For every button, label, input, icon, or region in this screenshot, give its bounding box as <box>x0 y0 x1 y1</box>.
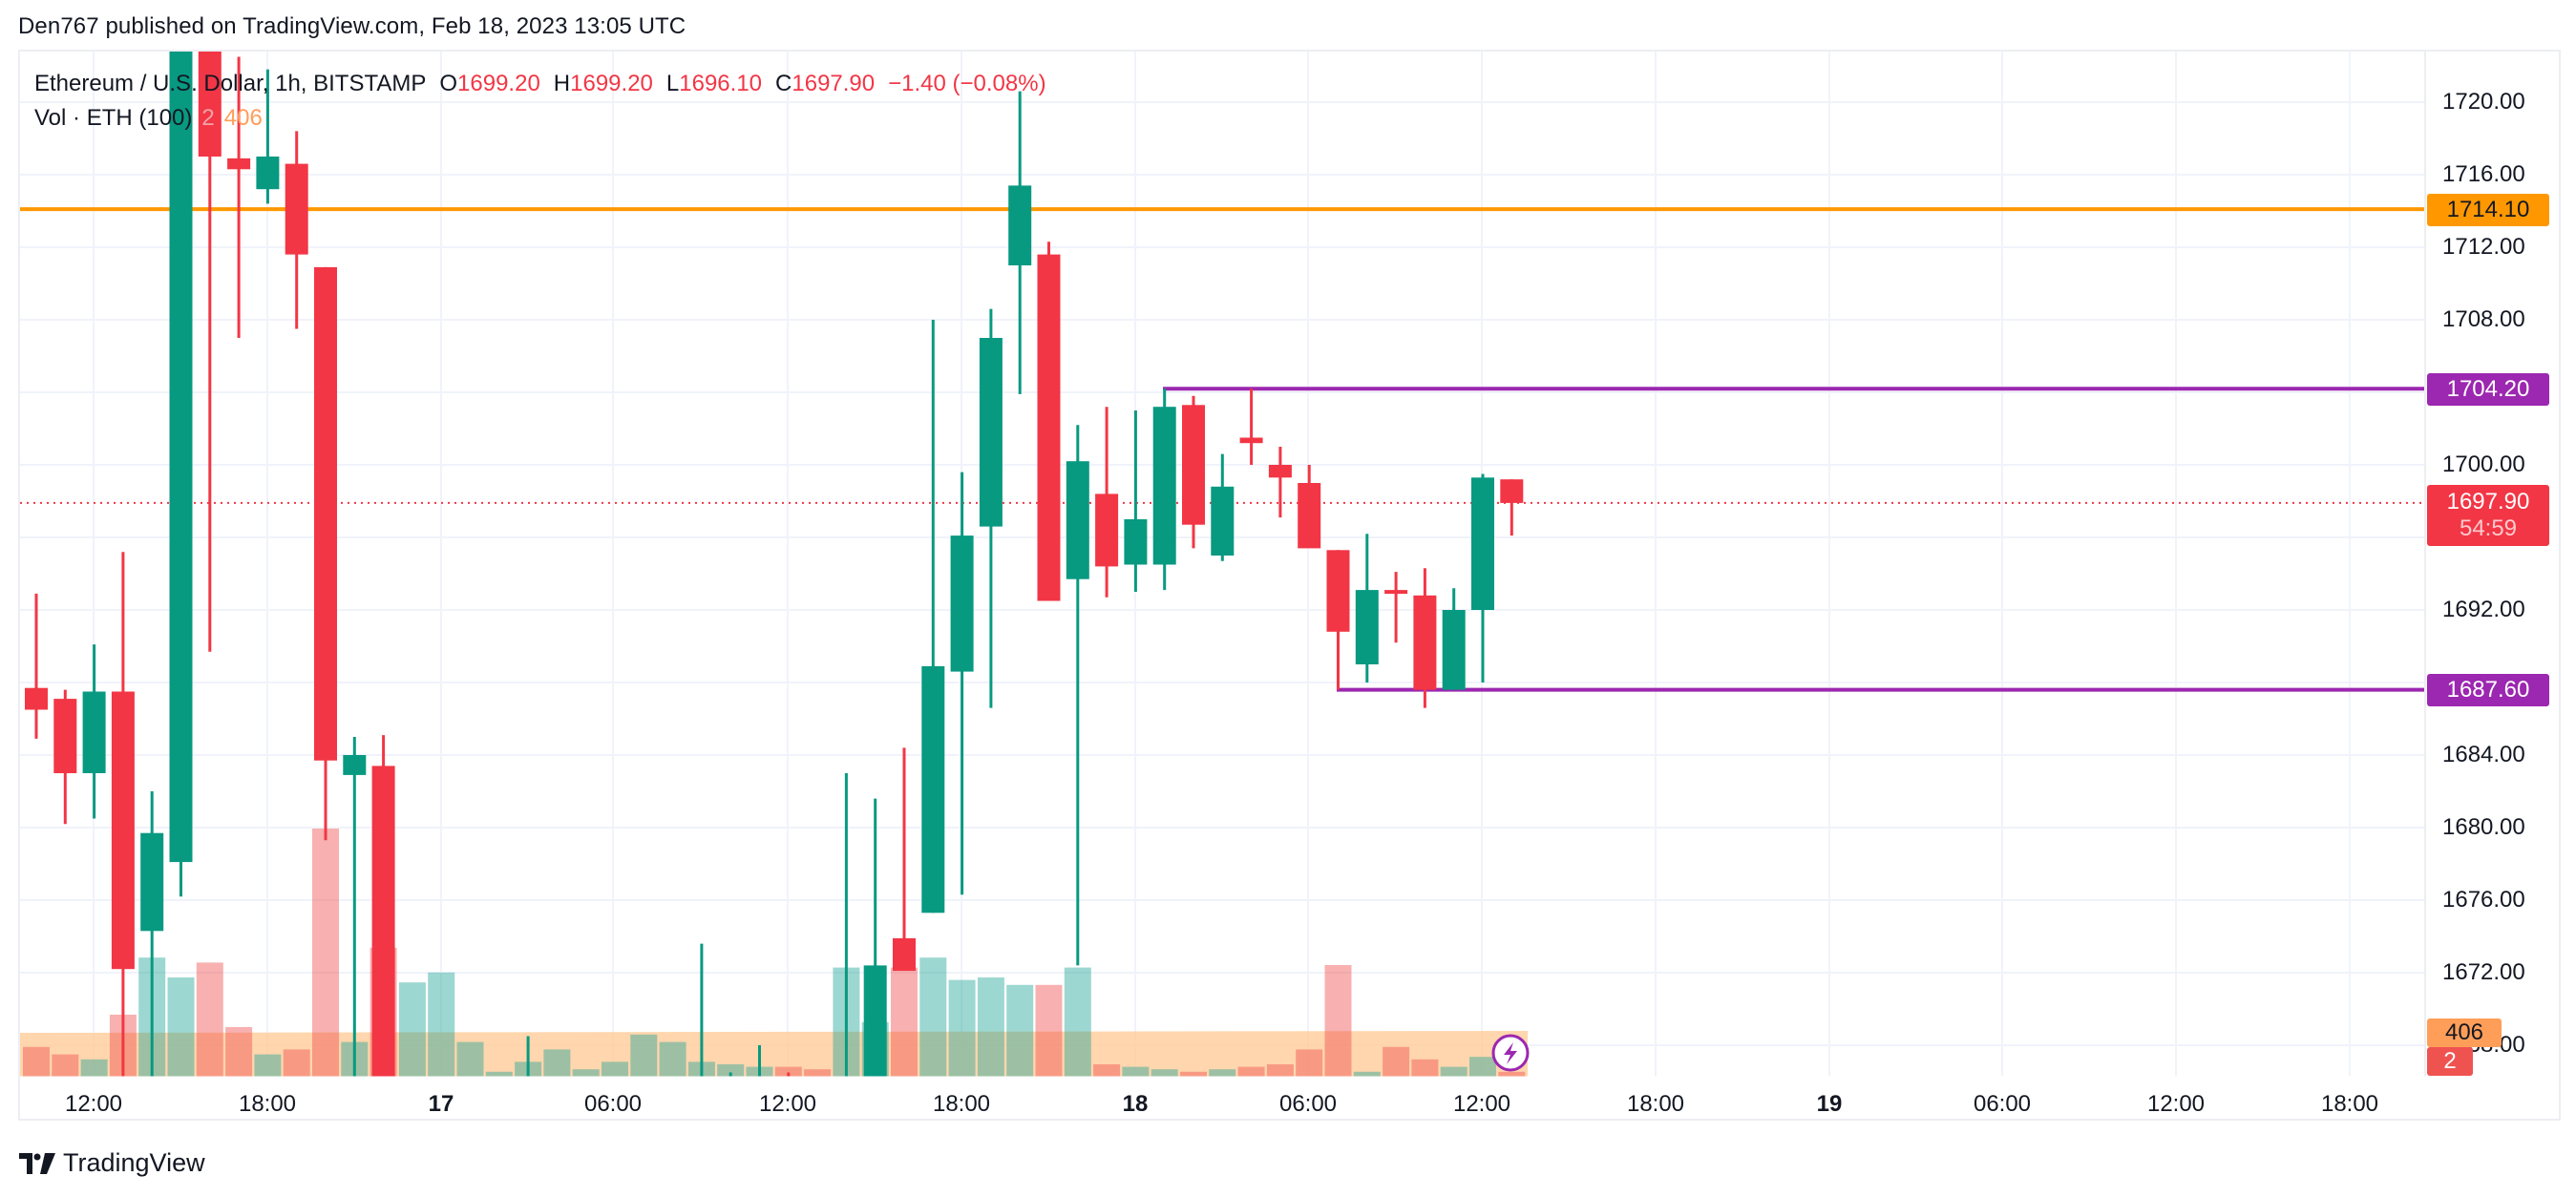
bar-countdown: 54:59 <box>2459 515 2518 541</box>
volume-ma-axis-label: 406 <box>2427 1018 2502 1047</box>
time-tick: 06:00 <box>1973 1091 2032 1117</box>
price-tick: 1716.00 <box>2442 161 2525 187</box>
low-label: L <box>665 71 680 96</box>
range-low-price-label: 1687.60 <box>2427 674 2549 706</box>
volume-label[interactable]: Vol · ETH (100) <box>34 105 193 131</box>
price-tick: 1680.00 <box>2442 814 2525 840</box>
change-value: −1.40 (−0.08%) <box>888 71 1046 96</box>
open-value: 1699.20 <box>457 71 540 96</box>
price-tick: 1672.00 <box>2442 959 2525 985</box>
price-tick: 1692.00 <box>2442 597 2525 622</box>
time-tick: 12:00 <box>64 1091 123 1117</box>
chart-legend: Ethereum / U.S. Dollar, 1h, BITSTAMP O 16… <box>34 67 1060 136</box>
time-tick: 18 <box>1122 1091 1149 1117</box>
time-tick: 19 <box>1816 1091 1843 1117</box>
time-tick: 17 <box>428 1091 454 1117</box>
price-tick: 1700.00 <box>2442 452 2525 477</box>
close-label: C <box>775 71 792 96</box>
time-tick: 18:00 <box>2320 1091 2379 1117</box>
publisher-caption: Den767 published on TradingView.com, Feb… <box>18 13 686 39</box>
volume-axis-label: 2 <box>2427 1047 2473 1076</box>
ohlc-row: Ethereum / U.S. Dollar, 1h, BITSTAMP O 16… <box>34 67 1060 101</box>
time-tick: 18:00 <box>932 1091 991 1117</box>
close-value: 1697.90 <box>792 71 876 96</box>
tradingview-logo[interactable]: TradingView <box>19 1148 205 1178</box>
price-tick: 1708.00 <box>2442 306 2525 332</box>
tradingview-logo-icon <box>19 1152 55 1174</box>
range-high-price-label: 1704.20 <box>2427 373 2549 406</box>
time-tick: 12:00 <box>758 1091 817 1117</box>
symbol-title[interactable]: Ethereum / U.S. Dollar, 1h, BITSTAMP <box>34 71 427 96</box>
time-tick: 18:00 <box>238 1091 297 1117</box>
high-label: H <box>553 71 571 96</box>
time-tick: 06:00 <box>1278 1091 1338 1117</box>
low-value: 1696.10 <box>679 71 763 96</box>
time-tick: 12:00 <box>1452 1091 1511 1117</box>
price-tick: 1712.00 <box>2442 234 2525 260</box>
brand-name: TradingView <box>63 1148 205 1177</box>
open-label: O <box>439 71 458 96</box>
time-tick: 06:00 <box>583 1091 643 1117</box>
time-tick: 18:00 <box>1626 1091 1685 1117</box>
last-price-label: 1697.90 54:59 <box>2427 485 2549 546</box>
last-price-value: 1697.90 <box>2446 489 2530 514</box>
volume-row: Vol · ETH (100) 2 406 <box>34 101 1060 136</box>
time-tick: 12:00 <box>2146 1091 2206 1117</box>
price-tick: 1684.00 <box>2442 742 2525 767</box>
high-value: 1699.20 <box>570 71 653 96</box>
volume-ma-value: 406 <box>223 105 263 131</box>
price-tick: 1720.00 <box>2442 89 2525 115</box>
resistance-price-label: 1714.10 <box>2427 194 2549 226</box>
volume-value: 2 <box>201 105 215 131</box>
price-tick: 1676.00 <box>2442 887 2525 913</box>
